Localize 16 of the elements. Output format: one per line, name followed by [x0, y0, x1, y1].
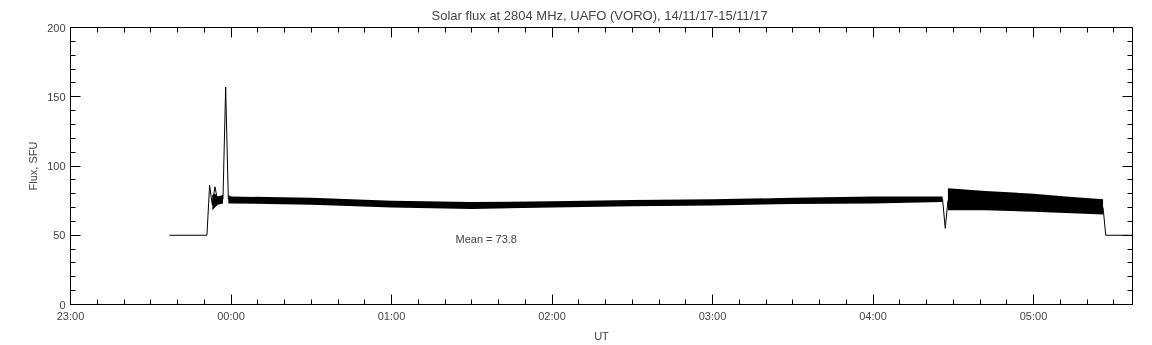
x-tick-label: 03:00: [698, 309, 727, 322]
x-tick-label: 02:00: [538, 309, 566, 322]
y-tick-label: 200: [47, 21, 66, 34]
y-axis-title: Flux, SFU: [27, 141, 40, 191]
x-tick-label: 01:00: [377, 309, 406, 322]
x-tick-label: 05:00: [1019, 309, 1048, 322]
x-tick-label: 23:00: [56, 309, 85, 322]
x-axis-title: UT: [594, 329, 610, 342]
chart-title: Solar flux at 2804 MHz, UAFO (VORO), 14/11/17-15/11/17: [431, 7, 768, 23]
y-tick-label: 50: [53, 229, 66, 242]
y-tick-label: 100: [47, 160, 66, 172]
x-tick-label: 00:00: [217, 309, 245, 322]
y-tick-label: 150: [47, 90, 66, 103]
annotation: Mean = 73.8: [455, 232, 517, 245]
x-tick-label: 04:00: [859, 309, 887, 322]
y-tick-label: 0: [59, 298, 66, 311]
